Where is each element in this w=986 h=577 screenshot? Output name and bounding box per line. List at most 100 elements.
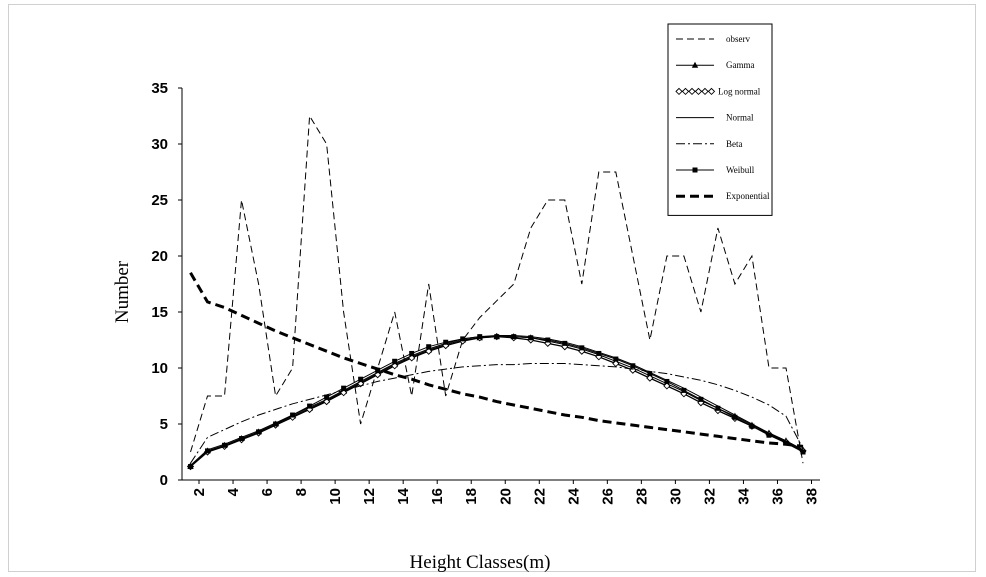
weibull-marker — [358, 376, 364, 382]
x-tick-label: 12 — [361, 488, 378, 505]
x-tick-label: 2 — [191, 488, 208, 496]
weibull-marker — [545, 337, 551, 343]
weibull-marker — [307, 403, 313, 409]
log-normal-marker — [675, 87, 683, 96]
weibull-marker — [528, 335, 534, 341]
weibull-marker — [273, 421, 279, 427]
x-tick-labels: 2 4 6 8 10 12 14 16 18 20 22 24 26 28 30 32 34 36 38 — [191, 487, 820, 504]
weibull-marker — [749, 423, 755, 429]
legend-label: Weibull — [726, 165, 755, 175]
weibull-marker — [290, 412, 296, 418]
weibull-marker — [409, 350, 415, 356]
series-line-observ — [190, 114, 804, 464]
x-tick-label: 6 — [259, 488, 276, 496]
weibull-marker — [613, 356, 619, 362]
legend-label: Beta — [726, 139, 743, 149]
legend-label: Gamma — [726, 60, 755, 70]
x-tick-label: 20 — [497, 488, 514, 505]
x-tick-label: 22 — [531, 488, 548, 505]
weibull-marker — [596, 350, 602, 356]
legend-label: Normal — [726, 113, 754, 123]
weibull-marker — [732, 414, 738, 420]
series-group — [186, 114, 807, 471]
log-normal-marker — [646, 374, 654, 382]
x-tick-label: 16 — [429, 488, 446, 505]
x-tick-label: 38 — [803, 488, 820, 505]
x-tick-label: 36 — [769, 488, 786, 505]
weibull-marker — [341, 385, 347, 391]
weibull-marker — [630, 363, 636, 369]
weibull-marker — [766, 432, 772, 438]
weibull-marker — [426, 344, 432, 350]
x-tick-label: 32 — [701, 488, 718, 505]
y-tick-label: 20 — [151, 248, 168, 265]
x-tick-label: 24 — [565, 487, 582, 504]
weibull-marker — [692, 167, 698, 173]
gamma-marker — [691, 61, 699, 68]
log-normal-marker — [701, 87, 709, 96]
legend-item-beta: Beta — [676, 139, 743, 149]
x-tick-label: 4 — [225, 487, 242, 496]
weibull-marker — [222, 442, 228, 448]
weibull-marker — [511, 334, 517, 340]
series-exponential — [189, 272, 804, 448]
weibull-marker — [562, 340, 568, 346]
weibull-marker — [392, 358, 398, 364]
x-tick-label: 8 — [293, 488, 310, 496]
weibull-marker — [664, 378, 670, 384]
weibull-marker — [494, 334, 500, 340]
y-tick-label: 15 — [151, 304, 168, 321]
y-axis-title: Number — [112, 260, 133, 323]
x-tick-label: 30 — [667, 488, 684, 505]
weibull-marker — [443, 339, 449, 345]
x-tick-label: 10 — [327, 488, 344, 505]
weibull-marker — [800, 449, 806, 455]
log-normal-marker — [681, 87, 690, 96]
y-tick-label: 35 — [151, 80, 168, 97]
legend-item-gamma: Gamma — [676, 60, 755, 70]
legend: observ Gamma Log normal Normal Beta Weibull Ex… — [667, 23, 773, 216]
series-line-beta — [190, 363, 804, 464]
x-tick-label: 18 — [463, 488, 480, 505]
weibull-marker — [715, 405, 721, 411]
legend-item-log-normal: Log normal — [675, 86, 761, 96]
y-tick-label: 25 — [151, 192, 168, 209]
weibull-marker — [205, 448, 211, 454]
legend-item-weibull: Weibull — [676, 165, 755, 175]
legend-label: Exponential — [726, 191, 770, 201]
y-tick-label: 30 — [151, 136, 168, 153]
log-normal-marker — [694, 87, 703, 96]
weibull-marker — [256, 429, 262, 435]
x-tick-label: 28 — [633, 488, 650, 505]
weibull-marker — [579, 345, 585, 351]
x-tick-label: 34 — [735, 487, 752, 504]
y-tick-label: 0 — [160, 472, 168, 489]
weibull-marker — [188, 464, 194, 470]
weibull-marker — [324, 394, 330, 400]
weibull-marker — [647, 371, 653, 377]
legend-item-exponential: Exponential — [676, 191, 770, 201]
series-line-exponential — [189, 272, 804, 448]
series-observ — [190, 114, 804, 464]
weibull-marker — [460, 336, 466, 342]
y-tick-labels: 0 5 10 15 20 25 30 35 — [151, 80, 168, 489]
weibull-marker — [698, 396, 704, 402]
x-axis-title: Height Classes(m) — [410, 552, 551, 573]
legend-box — [667, 23, 773, 216]
weibull-marker — [681, 387, 687, 393]
log-normal-marker — [688, 87, 696, 96]
legend-label: observ — [726, 34, 750, 44]
x-tick-label: 26 — [599, 488, 616, 505]
y-tick-label: 5 — [160, 416, 168, 433]
weibull-marker — [477, 334, 483, 340]
chart-frame — [8, 4, 976, 572]
y-tick-label: 10 — [151, 360, 168, 377]
legend-label: Log normal — [718, 86, 761, 96]
weibull-marker — [239, 436, 245, 442]
legend-item-normal: Normal — [676, 113, 754, 123]
log-normal-marker — [707, 87, 716, 96]
axes — [178, 87, 820, 484]
series-beta — [190, 363, 804, 464]
x-tick-label: 14 — [395, 487, 412, 504]
